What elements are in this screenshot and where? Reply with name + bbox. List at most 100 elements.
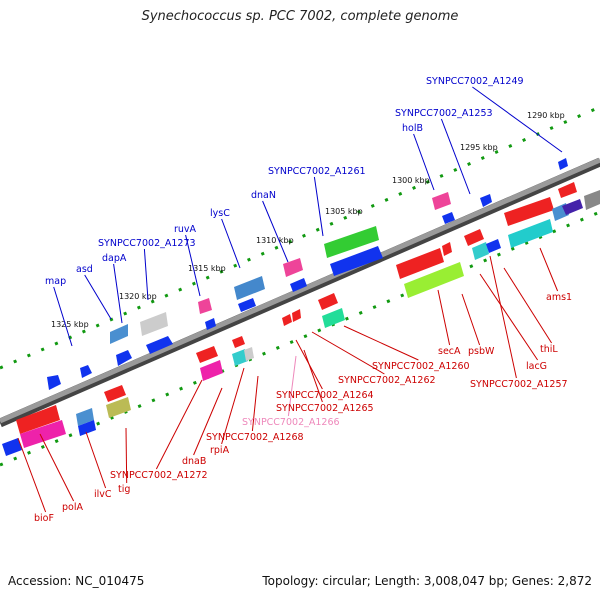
gene-psbW-box[interactable] xyxy=(404,262,464,298)
gene-asd-arrow[interactable] xyxy=(80,365,92,378)
gene-A1273-arrow[interactable] xyxy=(146,336,173,354)
gene-A1268-arrow[interactable] xyxy=(232,336,245,348)
forward-gene-label[interactable]: SYNPCC7002_A1253 xyxy=(395,108,493,119)
scale-tick-label: 1295 kbp xyxy=(460,143,498,152)
reverse-gene-leader xyxy=(461,293,481,346)
gene-rpiA-box[interactable] xyxy=(232,349,248,366)
diagram-title: Synechococcus sp. PCC 7002, complete gen… xyxy=(141,9,459,24)
gene-A1249-arrow[interactable] xyxy=(558,158,568,170)
gene-A1264-arrow[interactable] xyxy=(292,309,301,322)
reverse-gene-leader xyxy=(125,427,128,484)
forward-gene-leader xyxy=(313,176,324,237)
gene-dnaN-arrow[interactable] xyxy=(290,278,307,292)
forward-gene-label[interactable]: SYNPCC7002_A1261 xyxy=(268,166,366,177)
forward-gene-leader xyxy=(185,234,201,297)
gene-dnaN-box[interactable] xyxy=(283,258,303,277)
forward-gene-leader xyxy=(472,86,563,153)
gene-ruvA-arrow[interactable] xyxy=(205,318,216,330)
genome-backbone xyxy=(0,157,600,424)
forward-gene-label[interactable]: lysC xyxy=(210,208,230,219)
scale-tick-label: 1320 kbp xyxy=(119,292,157,301)
forward-gene-leader xyxy=(413,133,435,191)
gene-ruvA-box[interactable] xyxy=(198,298,212,314)
gene-A1273-box[interactable] xyxy=(140,312,168,336)
gene-holB-arrow[interactable] xyxy=(442,212,455,224)
reverse-gene-label[interactable]: lacG xyxy=(526,361,547,372)
gene-secA-arrow[interactable] xyxy=(396,248,444,279)
gene-ilvC-box[interactable] xyxy=(76,408,94,426)
reverse-gene-label[interactable]: dnaB xyxy=(182,456,206,467)
gene-dnaB-arrow[interactable] xyxy=(196,346,218,363)
gene-A1257-box[interactable] xyxy=(472,242,489,260)
gene-map-arrow[interactable] xyxy=(47,375,61,390)
reverse-gene-leader xyxy=(39,433,75,502)
reverse-gene-label[interactable]: psbW xyxy=(468,346,495,357)
forward-gene-label[interactable]: dnaN xyxy=(251,190,276,201)
reverse-gene-label[interactable]: SYNPCC7002_A1262 xyxy=(338,375,436,386)
forward-gene-leader xyxy=(221,218,241,269)
reverse-gene-label[interactable]: SYNPCC7002_A1272 xyxy=(110,470,208,481)
gene-thiL-arrow[interactable] xyxy=(464,229,484,246)
reverse-gene-label[interactable]: tig xyxy=(118,484,130,495)
reverse-gene-label[interactable]: SYNPCC7002_A1268 xyxy=(206,432,304,443)
forward-gene-label[interactable]: SYNPCC7002_A1273 xyxy=(98,238,196,249)
reverse-gene-label[interactable]: ilvC xyxy=(94,489,112,500)
gene-dapA-arrow[interactable] xyxy=(116,350,132,366)
gene-A1261-arrow[interactable] xyxy=(330,246,383,276)
reverse-gene-leader xyxy=(437,289,451,346)
gene-polA-box[interactable] xyxy=(20,420,66,448)
scale-tick-label: 1290 kbp xyxy=(527,111,565,120)
forward-gene-label[interactable]: SYNPCC7002_A1249 xyxy=(426,76,524,87)
forward-gene-label[interactable]: dapA xyxy=(102,253,127,264)
reverse-gene-label[interactable]: polA xyxy=(62,502,83,513)
forward-gene-label[interactable]: asd xyxy=(76,264,93,275)
reverse-gene-label[interactable]: bioF xyxy=(34,513,54,524)
gene-A1266-box[interactable] xyxy=(244,347,254,361)
gene-lacG-arrow[interactable] xyxy=(442,242,452,256)
gene-bioF-box[interactable] xyxy=(16,405,60,434)
reverse-gene-label[interactable]: SYNPCC7002_A1266 xyxy=(242,417,340,428)
gene-A1272-arrow[interactable] xyxy=(104,385,126,402)
gene-ams1-box[interactable] xyxy=(508,219,553,248)
gene-dnaB-box[interactable] xyxy=(200,360,223,381)
reverse-gene-label[interactable]: SYNPCC7002_A1260 xyxy=(372,361,470,372)
reverse-gene-label[interactable]: thiL xyxy=(540,344,558,355)
gene-lysC-arrow[interactable] xyxy=(238,298,256,312)
gene-A1261-box[interactable] xyxy=(324,226,379,258)
gene-A1265-arrow[interactable] xyxy=(282,314,292,326)
gene-A1260-arrow[interactable] xyxy=(318,293,338,310)
forward-gene-leader xyxy=(440,118,471,195)
gene-extra-arrow[interactable] xyxy=(562,199,583,215)
forward-gene-label[interactable]: ruvA xyxy=(174,224,197,235)
gene-tig-box[interactable] xyxy=(106,397,131,418)
reverse-gene-leader xyxy=(193,387,223,456)
gene-dapA-box[interactable] xyxy=(110,324,128,345)
reverse-gene-leader xyxy=(479,273,539,361)
reverse-gene-label[interactable]: ams1 xyxy=(546,292,572,303)
reverse-gene-label[interactable]: secA xyxy=(438,346,461,357)
reverse-gene-leader xyxy=(503,267,553,344)
reverse-gene-leader xyxy=(251,375,259,432)
forward-gene-label[interactable]: holB xyxy=(402,123,423,134)
forward-gene-leader xyxy=(84,274,112,320)
accession-text: Accession: NC_010475 xyxy=(8,574,145,588)
gene-holB-box[interactable] xyxy=(432,192,451,210)
gene-ams1-arrow[interactable] xyxy=(504,197,554,226)
gene-ilvC-arrow[interactable] xyxy=(78,420,96,436)
gene-lysC-box[interactable] xyxy=(234,276,265,300)
reverse-gene-label[interactable]: rpiA xyxy=(210,445,230,456)
reverse-gene-leader xyxy=(489,255,517,379)
gene-edge-box[interactable] xyxy=(584,190,600,210)
forward-gene-label[interactable]: map xyxy=(45,276,66,287)
reverse-gene-leader xyxy=(343,325,419,361)
reverse-gene-label[interactable]: SYNPCC7002_A1264 xyxy=(276,390,374,401)
forward-gene-leader xyxy=(262,200,289,263)
reverse-gene-leader xyxy=(85,431,107,489)
reverse-gene-label[interactable]: SYNPCC7002_A1265 xyxy=(276,403,374,414)
gene-A1253-arrow[interactable] xyxy=(480,194,492,207)
gene-A1262-box[interactable] xyxy=(322,308,345,328)
gene-A1257-arrow[interactable] xyxy=(486,239,501,253)
gene-edge-arrow[interactable] xyxy=(558,182,577,198)
reverse-gene-label[interactable]: SYNPCC7002_A1257 xyxy=(470,379,568,390)
gene-bioF-arrow[interactable] xyxy=(2,438,22,456)
